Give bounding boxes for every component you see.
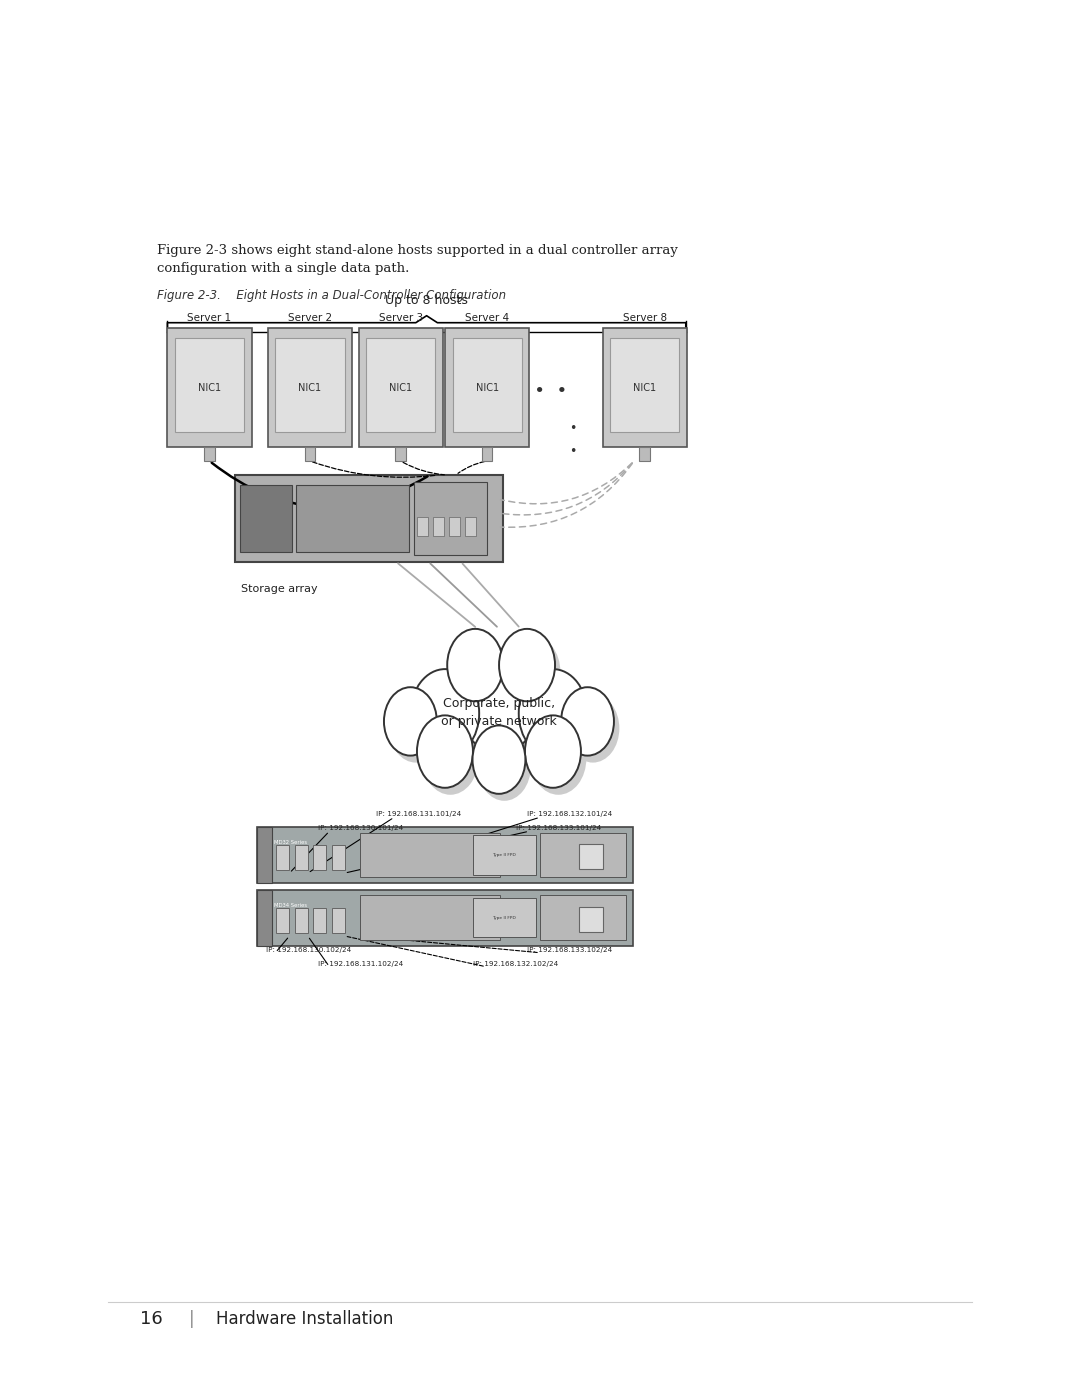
Text: Server 2: Server 2 — [288, 313, 332, 323]
FancyBboxPatch shape — [235, 475, 503, 562]
Text: Type II FPD: Type II FPD — [492, 916, 516, 919]
FancyBboxPatch shape — [473, 898, 536, 937]
Circle shape — [478, 732, 530, 800]
FancyBboxPatch shape — [167, 328, 252, 447]
Circle shape — [562, 687, 613, 756]
FancyBboxPatch shape — [332, 908, 345, 933]
FancyBboxPatch shape — [482, 447, 492, 461]
FancyBboxPatch shape — [465, 517, 476, 536]
Circle shape — [524, 676, 593, 764]
Text: Figure 2-3.  Eight Hosts in a Dual-Controller Configuration: Figure 2-3. Eight Hosts in a Dual-Contro… — [157, 289, 505, 302]
FancyBboxPatch shape — [313, 845, 326, 870]
Text: Server 4: Server 4 — [465, 313, 509, 323]
FancyBboxPatch shape — [295, 908, 308, 933]
Circle shape — [464, 657, 544, 760]
Text: Type II FPD: Type II FPD — [492, 854, 516, 856]
Text: Server 8: Server 8 — [623, 313, 666, 323]
FancyBboxPatch shape — [395, 447, 406, 461]
Text: IP: 192.168.130.101/24: IP: 192.168.130.101/24 — [318, 826, 403, 831]
FancyBboxPatch shape — [610, 338, 679, 433]
Text: IP: 192.168.132.101/24: IP: 192.168.132.101/24 — [527, 812, 612, 817]
Text: •
•: • • — [569, 422, 576, 458]
FancyBboxPatch shape — [257, 890, 272, 946]
FancyBboxPatch shape — [579, 907, 603, 932]
Text: IP: 192.168.131.101/24: IP: 192.168.131.101/24 — [376, 812, 461, 817]
Text: IP: 192.168.133.101/24: IP: 192.168.133.101/24 — [516, 826, 602, 831]
Text: IP: 192.168.130.102/24: IP: 192.168.130.102/24 — [266, 947, 351, 953]
FancyBboxPatch shape — [639, 447, 650, 461]
FancyBboxPatch shape — [366, 338, 435, 433]
Text: IP: 192.168.131.102/24: IP: 192.168.131.102/24 — [318, 961, 403, 967]
Circle shape — [422, 722, 478, 795]
FancyBboxPatch shape — [305, 447, 315, 461]
Text: Hardware Installation: Hardware Installation — [216, 1310, 393, 1329]
Circle shape — [499, 629, 555, 701]
FancyBboxPatch shape — [433, 517, 444, 536]
FancyBboxPatch shape — [360, 833, 500, 877]
Circle shape — [504, 636, 561, 708]
Circle shape — [473, 725, 525, 793]
Text: Figure 2-3 shows eight stand-alone hosts supported in a dual controller array
co: Figure 2-3 shows eight stand-alone hosts… — [157, 244, 677, 275]
Text: NIC1: NIC1 — [198, 383, 221, 393]
FancyBboxPatch shape — [276, 845, 289, 870]
Text: Server 1: Server 1 — [188, 313, 231, 323]
FancyBboxPatch shape — [240, 485, 292, 552]
FancyBboxPatch shape — [275, 338, 345, 433]
FancyBboxPatch shape — [449, 517, 460, 536]
FancyBboxPatch shape — [313, 908, 326, 933]
Text: Up to 8 hosts: Up to 8 hosts — [386, 295, 468, 307]
FancyBboxPatch shape — [453, 338, 522, 433]
FancyBboxPatch shape — [414, 482, 487, 555]
Circle shape — [416, 676, 485, 764]
FancyBboxPatch shape — [417, 517, 428, 536]
Text: NIC1: NIC1 — [298, 383, 322, 393]
Circle shape — [453, 636, 509, 708]
FancyBboxPatch shape — [332, 845, 345, 870]
Circle shape — [567, 694, 619, 763]
FancyBboxPatch shape — [445, 328, 529, 447]
Text: •  •  •: • • • — [512, 383, 568, 400]
Circle shape — [518, 669, 588, 757]
FancyBboxPatch shape — [296, 485, 409, 552]
FancyBboxPatch shape — [276, 908, 289, 933]
Circle shape — [410, 669, 480, 757]
FancyBboxPatch shape — [175, 338, 244, 433]
Text: Corporate, public,
or private network: Corporate, public, or private network — [441, 697, 557, 728]
FancyBboxPatch shape — [579, 844, 603, 869]
Text: Storage array: Storage array — [241, 584, 318, 594]
FancyBboxPatch shape — [268, 328, 352, 447]
Circle shape — [384, 687, 436, 756]
Text: IP: 192.168.132.102/24: IP: 192.168.132.102/24 — [473, 961, 558, 967]
FancyBboxPatch shape — [540, 833, 626, 877]
Text: NIC1: NIC1 — [475, 383, 499, 393]
Text: IP: 192.168.133.102/24: IP: 192.168.133.102/24 — [527, 947, 612, 953]
FancyBboxPatch shape — [295, 845, 308, 870]
FancyBboxPatch shape — [360, 895, 500, 940]
Text: MD32 Series: MD32 Series — [274, 840, 308, 845]
Circle shape — [390, 694, 442, 763]
Circle shape — [417, 715, 473, 788]
Circle shape — [530, 722, 586, 795]
FancyBboxPatch shape — [540, 895, 626, 940]
Text: MD34 Series: MD34 Series — [274, 902, 308, 908]
Circle shape — [525, 715, 581, 788]
FancyBboxPatch shape — [204, 447, 215, 461]
FancyBboxPatch shape — [257, 827, 633, 883]
FancyBboxPatch shape — [257, 827, 272, 883]
Text: NIC1: NIC1 — [389, 383, 413, 393]
Circle shape — [447, 629, 503, 701]
FancyBboxPatch shape — [473, 835, 536, 875]
Text: |: | — [189, 1310, 194, 1329]
Text: 16: 16 — [140, 1310, 163, 1329]
Text: NIC1: NIC1 — [633, 383, 657, 393]
Circle shape — [459, 650, 539, 753]
FancyBboxPatch shape — [257, 890, 633, 946]
FancyBboxPatch shape — [359, 328, 443, 447]
FancyBboxPatch shape — [603, 328, 687, 447]
Text: Server 3: Server 3 — [379, 313, 422, 323]
